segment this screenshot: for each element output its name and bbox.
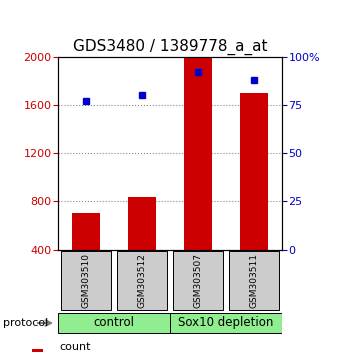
Bar [240,93,268,250]
Title: GDS3480 / 1389778_a_at: GDS3480 / 1389778_a_at [73,39,267,55]
Bar [128,196,156,250]
Text: control: control [94,316,134,329]
Text: GSM303507: GSM303507 [193,253,203,308]
FancyBboxPatch shape [229,251,279,310]
FancyBboxPatch shape [117,251,167,310]
Text: GSM303510: GSM303510 [81,253,90,308]
Text: protocol: protocol [3,318,49,328]
FancyBboxPatch shape [173,251,223,310]
Text: count: count [60,342,91,352]
Bar [184,57,212,250]
Bar [32,349,44,352]
FancyBboxPatch shape [61,251,111,310]
FancyBboxPatch shape [170,313,282,333]
Text: Sox10 depletion: Sox10 depletion [178,316,274,329]
Bar [72,213,100,250]
Text: GSM303511: GSM303511 [250,253,259,308]
FancyBboxPatch shape [58,313,170,333]
Text: GSM303512: GSM303512 [137,253,147,308]
